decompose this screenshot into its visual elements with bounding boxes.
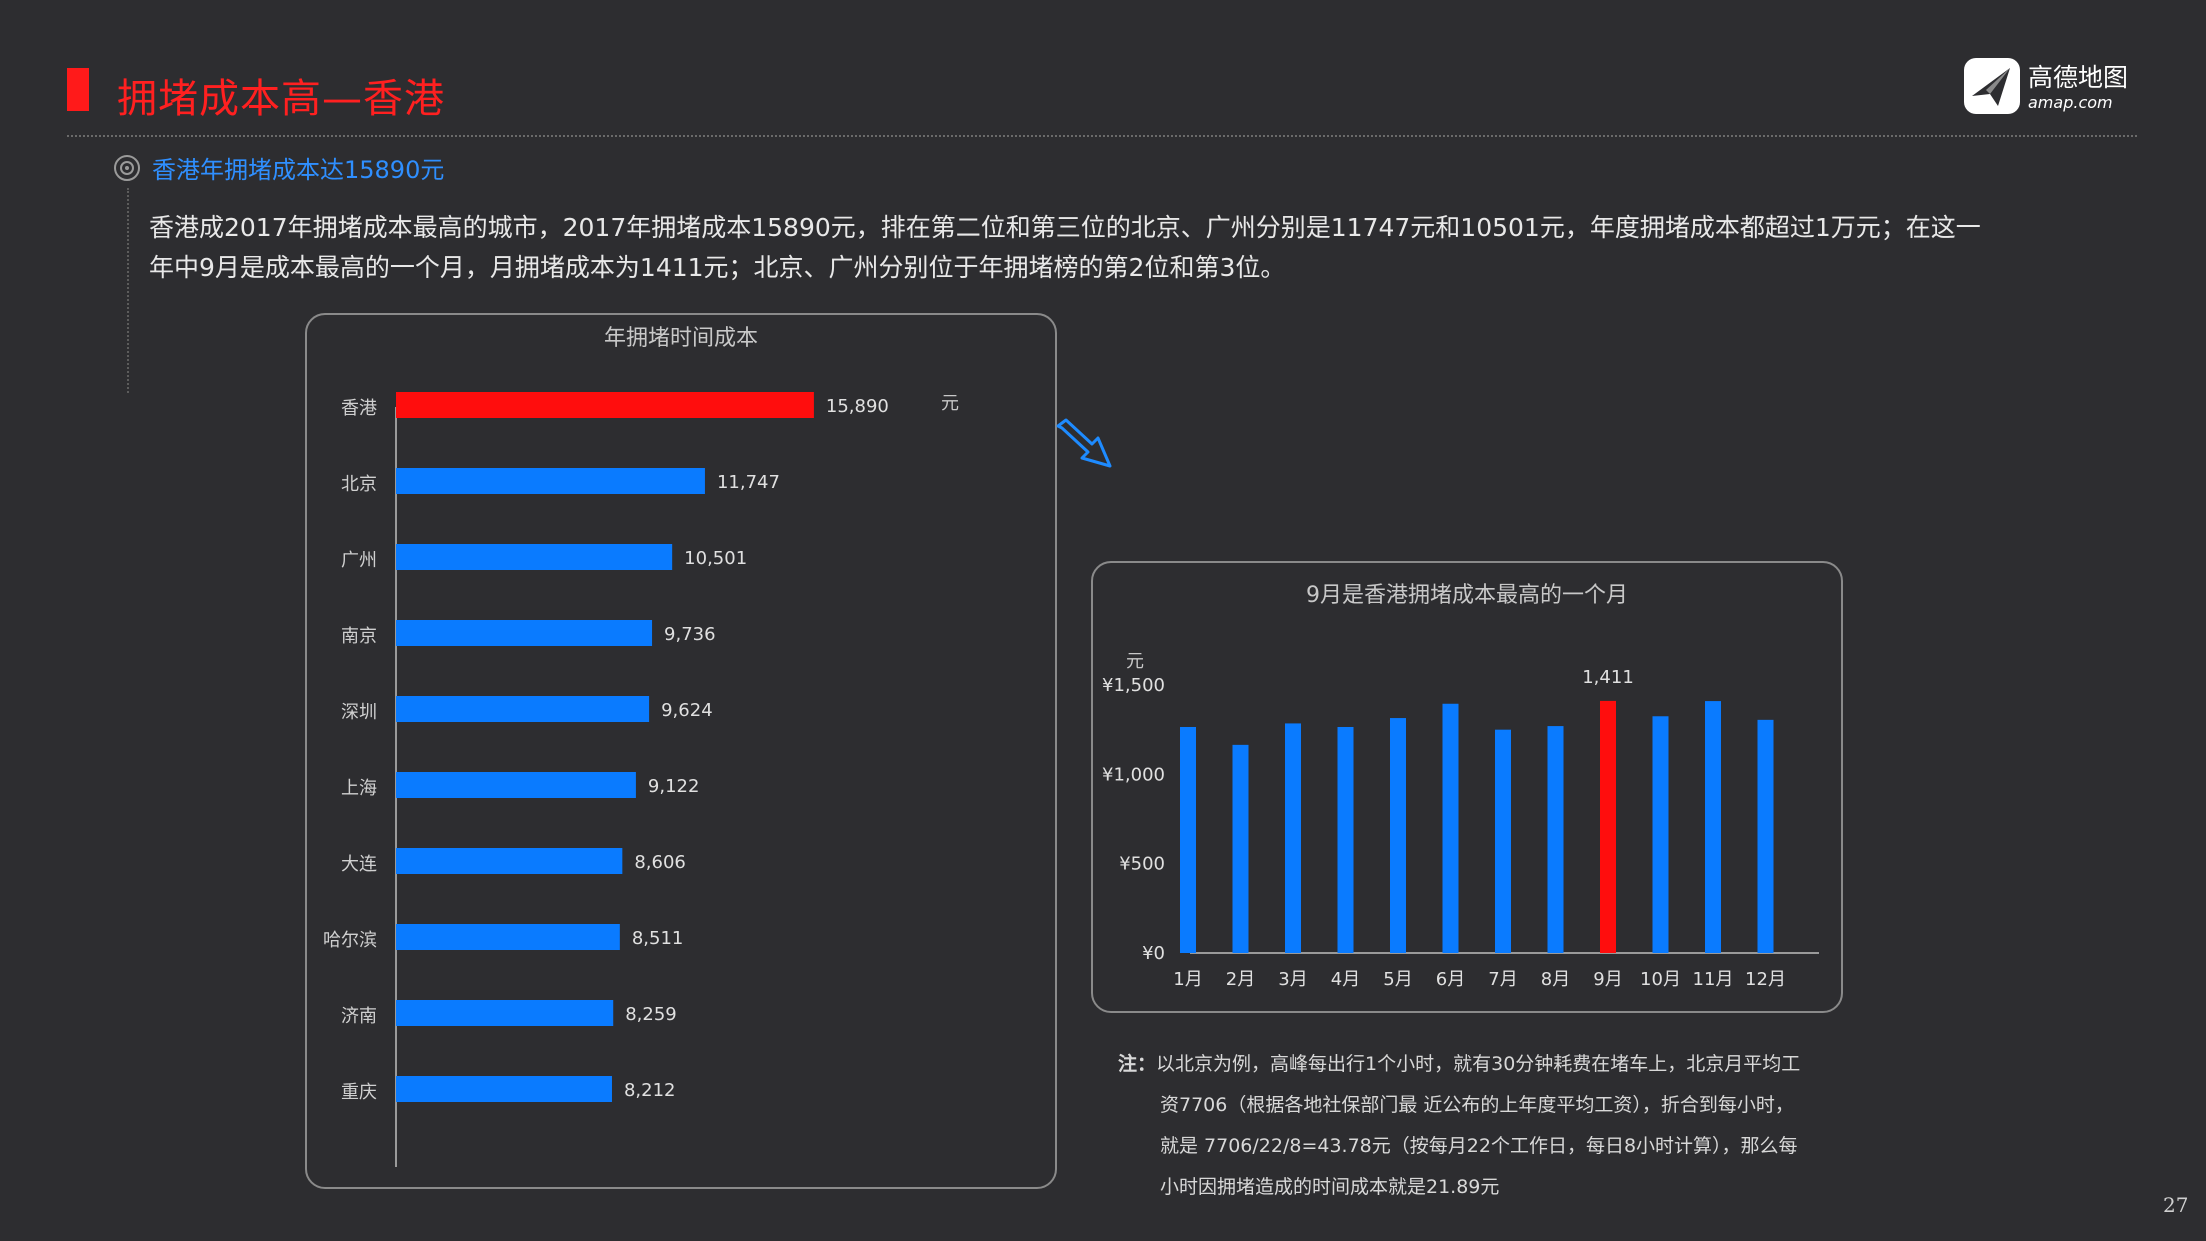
bar bbox=[396, 392, 814, 418]
note-label: 注： bbox=[1118, 1053, 1157, 1075]
x-tick-label: 2月 bbox=[1226, 969, 1255, 990]
y-tick-label: ¥1,000 bbox=[1102, 764, 1165, 785]
value-label: 10,501 bbox=[684, 548, 747, 569]
value-label: 8,511 bbox=[632, 928, 684, 949]
category-label: 济南 bbox=[341, 1006, 377, 1027]
bar bbox=[1547, 726, 1564, 953]
page-title: 拥堵成本高—香港 bbox=[117, 76, 445, 122]
note-line-1: 以北京为例，高峰每出行1个小时，就有30分钟耗费在堵车上，北京月平均工 bbox=[1156, 1053, 1801, 1075]
unit-label: 元 bbox=[1126, 651, 1144, 672]
bar bbox=[1180, 726, 1196, 953]
y-tick-label: ¥500 bbox=[1119, 854, 1165, 875]
x-tick-label: 12月 bbox=[1745, 969, 1786, 990]
x-tick-label: 6月 bbox=[1436, 969, 1465, 990]
value-label: 11,747 bbox=[717, 472, 780, 493]
footnote: 注：以北京为例，高峰每出行1个小时，就有30分钟耗费在堵车上，北京月平均工 资7… bbox=[1118, 1044, 1818, 1208]
bar bbox=[1600, 700, 1616, 953]
y-tick-label: ¥1,500 bbox=[1102, 675, 1165, 696]
bar bbox=[1705, 701, 1721, 953]
x-tick-label: 4月 bbox=[1331, 969, 1360, 990]
header-divider bbox=[67, 135, 2137, 137]
x-tick-label: 8月 bbox=[1541, 969, 1570, 990]
x-tick-label: 1月 bbox=[1173, 969, 1202, 990]
note-line-3: 就是 7706/22/8=43.78元（按每月22个工作日，每日8小时计算），那… bbox=[1160, 1135, 1798, 1157]
section-subtitle: 香港年拥堵成本达15890元 bbox=[152, 156, 445, 184]
value-label: 15,890 bbox=[826, 396, 889, 417]
x-tick-label: 10月 bbox=[1640, 969, 1681, 990]
annual-cost-chart: 年拥堵时间成本 元 香港 15,890 北京 11,747 广州 10,501 南京 9,73… bbox=[323, 326, 959, 1167]
logo-text-en: amap.com bbox=[2028, 93, 2113, 112]
bar bbox=[1757, 719, 1774, 953]
bar bbox=[1390, 718, 1406, 953]
logo-text-cn: 高德地图 bbox=[2028, 63, 2128, 92]
category-label: 深圳 bbox=[341, 702, 377, 723]
bar bbox=[396, 468, 705, 494]
x-tick-label: 7月 bbox=[1488, 969, 1517, 990]
value-label: 8,259 bbox=[625, 1004, 677, 1025]
bar bbox=[1442, 703, 1459, 953]
category-label: 广州 bbox=[341, 550, 377, 571]
x-tick-label: 5月 bbox=[1383, 969, 1412, 990]
highlight-value-label: 1,411 bbox=[1582, 667, 1634, 688]
target-bullet-icon bbox=[114, 155, 140, 181]
monthly-cost-chart-panel: 9月是香港拥堵成本最高的一个月 元 ¥0 ¥500 ¥1,000 ¥1,500 1月 2月… bbox=[1091, 561, 1843, 1013]
category-label: 香港 bbox=[341, 398, 377, 419]
chart-title: 年拥堵时间成本 bbox=[604, 326, 758, 351]
value-label: 9,122 bbox=[648, 776, 700, 797]
note-line-4: 小时因拥堵造成的时间成本就是21.89元 bbox=[1160, 1176, 1500, 1198]
value-label: 8,212 bbox=[624, 1080, 676, 1101]
chart-title: 9月是香港拥堵成本最高的一个月 bbox=[1306, 583, 1628, 608]
bar bbox=[1285, 723, 1301, 953]
category-label: 北京 bbox=[341, 474, 377, 495]
bar bbox=[396, 696, 650, 722]
bar bbox=[396, 620, 653, 646]
page-number: 27 bbox=[2163, 1193, 2189, 1217]
bar bbox=[396, 924, 620, 950]
annual-cost-chart-panel: 年拥堵时间成本 元 香港 15,890 北京 11,747 广州 10,501 南京 9,73… bbox=[305, 313, 1057, 1189]
note-line-2: 资7706（根据各地社保部门最 近公布的上年度平均工资），折合到每小时， bbox=[1160, 1094, 1794, 1116]
x-tick-label: 3月 bbox=[1278, 969, 1307, 990]
value-label: 8,606 bbox=[634, 852, 686, 873]
bar bbox=[396, 1000, 614, 1026]
bar bbox=[396, 772, 636, 798]
bar bbox=[396, 848, 623, 874]
y-tick-label: ¥0 bbox=[1142, 943, 1165, 964]
bar bbox=[396, 544, 673, 570]
bar bbox=[396, 1076, 612, 1102]
value-label: 9,624 bbox=[661, 700, 713, 721]
monthly-cost-chart: 9月是香港拥堵成本最高的一个月 元 ¥0 ¥500 ¥1,000 ¥1,500 1月 2月… bbox=[1102, 583, 1819, 990]
bar bbox=[1652, 716, 1669, 953]
bar bbox=[1337, 726, 1354, 953]
category-label: 大连 bbox=[341, 854, 377, 875]
bar bbox=[1495, 729, 1511, 953]
title-accent-bar bbox=[67, 68, 89, 111]
section-guide-line bbox=[127, 188, 129, 393]
summary-paragraph: 香港成2017年拥堵成本最高的城市，2017年拥堵成本15890元，排在第二位和… bbox=[149, 213, 1981, 282]
unit-label: 元 bbox=[941, 393, 959, 414]
amap-logo: 高德地图 amap.com bbox=[1964, 58, 2128, 114]
x-tick-label: 9月 bbox=[1593, 969, 1622, 990]
category-label: 南京 bbox=[341, 626, 377, 647]
bar bbox=[1232, 744, 1249, 953]
category-label: 重庆 bbox=[341, 1082, 377, 1103]
arrow-down-right-icon bbox=[1056, 418, 1112, 468]
x-tick-label: 11月 bbox=[1693, 969, 1734, 990]
category-label: 哈尔滨 bbox=[323, 930, 377, 951]
category-label: 上海 bbox=[341, 778, 377, 799]
value-label: 9,736 bbox=[664, 624, 716, 645]
